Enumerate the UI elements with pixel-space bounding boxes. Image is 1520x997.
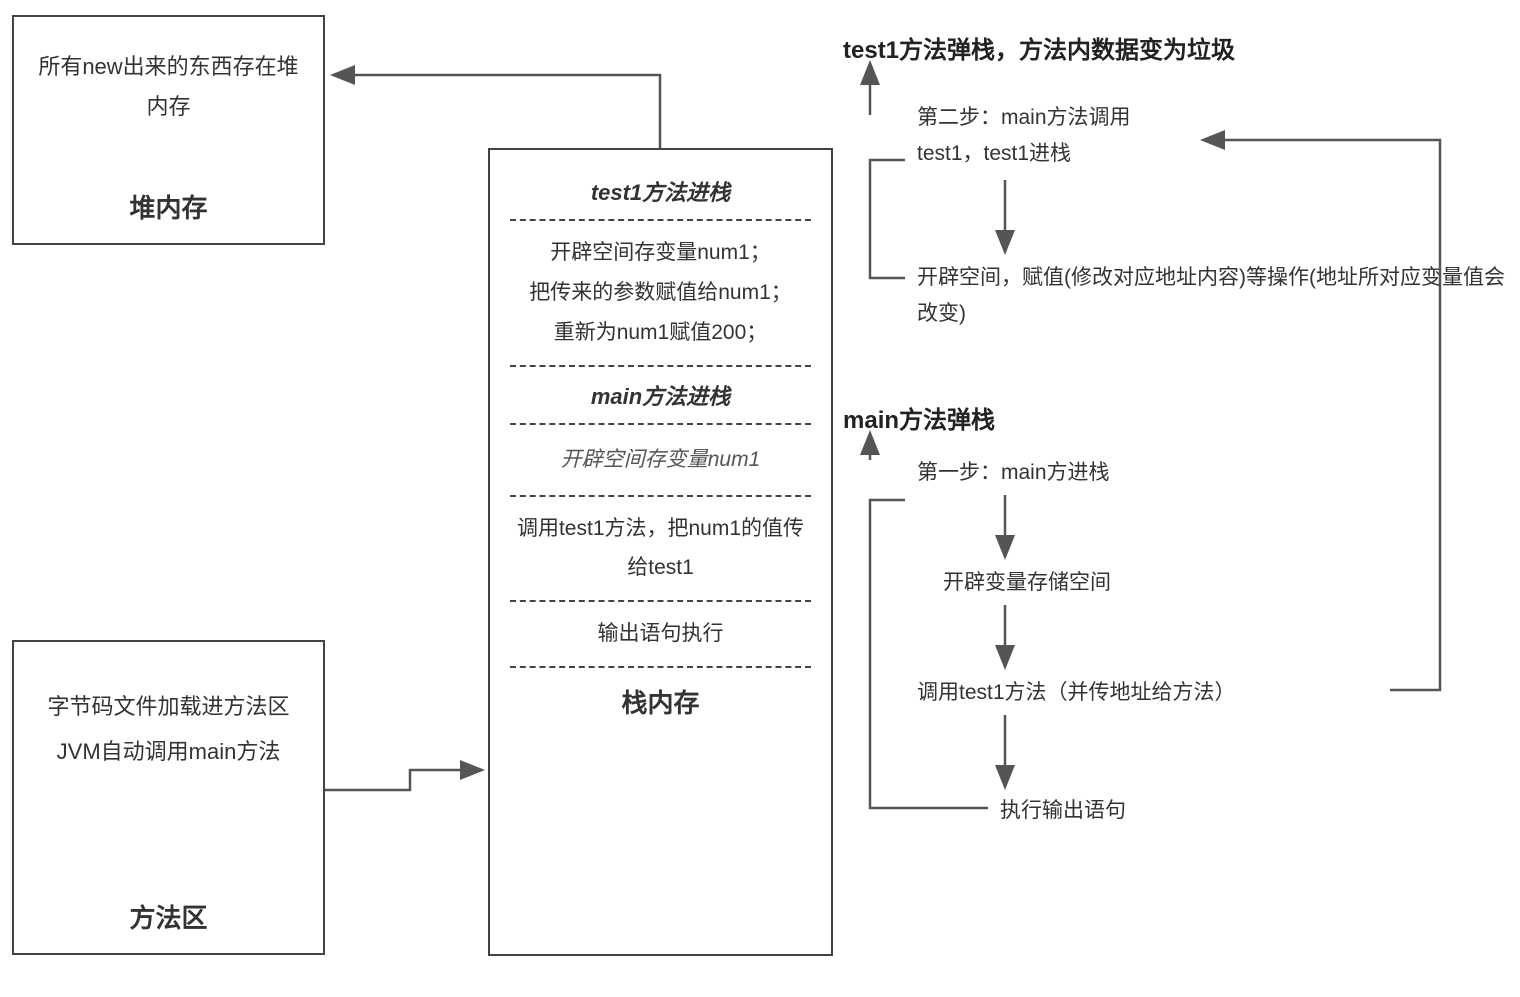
- flow2-title: main方法弹栈: [843, 400, 995, 435]
- flow2-step3: 调用test1方法（并传地址给方法）: [917, 675, 1236, 711]
- divider: [510, 365, 811, 367]
- stack-main-line2: 调用test1方法，把num1的值传给test1: [510, 509, 811, 589]
- heap-box: 所有new出来的东西存在堆内存 堆内存: [12, 15, 325, 245]
- stack-main-line1: 开辟空间存变量num1: [510, 440, 811, 480]
- heap-title: 堆内存: [14, 188, 323, 225]
- stack-box: test1方法进栈 开辟空间存变量num1； 把传来的参数赋值给num1； 重新…: [488, 148, 833, 956]
- divider: [510, 219, 811, 221]
- divider: [510, 666, 811, 668]
- divider: [510, 600, 811, 602]
- flow2-step4: 执行输出语句: [1000, 793, 1126, 829]
- stack-main-line3: 输出语句执行: [510, 614, 811, 654]
- flow2-step1: 第一步：main方进栈: [917, 455, 1110, 491]
- method-area-line2: JVM自动调用main方法: [29, 732, 308, 772]
- method-area-line1: 字节码文件加载进方法区: [29, 687, 308, 727]
- flow1-title: test1方法弹栈，方法内数据变为垃圾: [843, 30, 1235, 65]
- stack-title: 栈内存: [510, 683, 811, 720]
- stack-main-title: main方法进栈: [510, 379, 811, 411]
- stack-test1-line1: 开辟空间存变量num1；: [510, 233, 811, 273]
- flow1-step2: 开辟空间，赋值(修改对应地址内容)等操作(地址所对应变量值会改变): [917, 260, 1517, 331]
- flow2-step2: 开辟变量存储空间: [943, 565, 1111, 601]
- stack-test1-title: test1方法进栈: [510, 175, 811, 207]
- stack-test1-line2: 把传来的参数赋值给num1；: [510, 273, 811, 313]
- method-area-title: 方法区: [14, 898, 323, 935]
- method-area-box: 字节码文件加载进方法区 JVM自动调用main方法 方法区: [12, 640, 325, 955]
- heap-text: 所有new出来的东西存在堆内存: [29, 47, 308, 126]
- stack-test1-line3: 重新为num1赋值200；: [510, 313, 811, 353]
- flow1-step1: 第二步：main方法调用test1，test1进栈: [917, 100, 1197, 171]
- divider: [510, 495, 811, 497]
- divider: [510, 423, 811, 425]
